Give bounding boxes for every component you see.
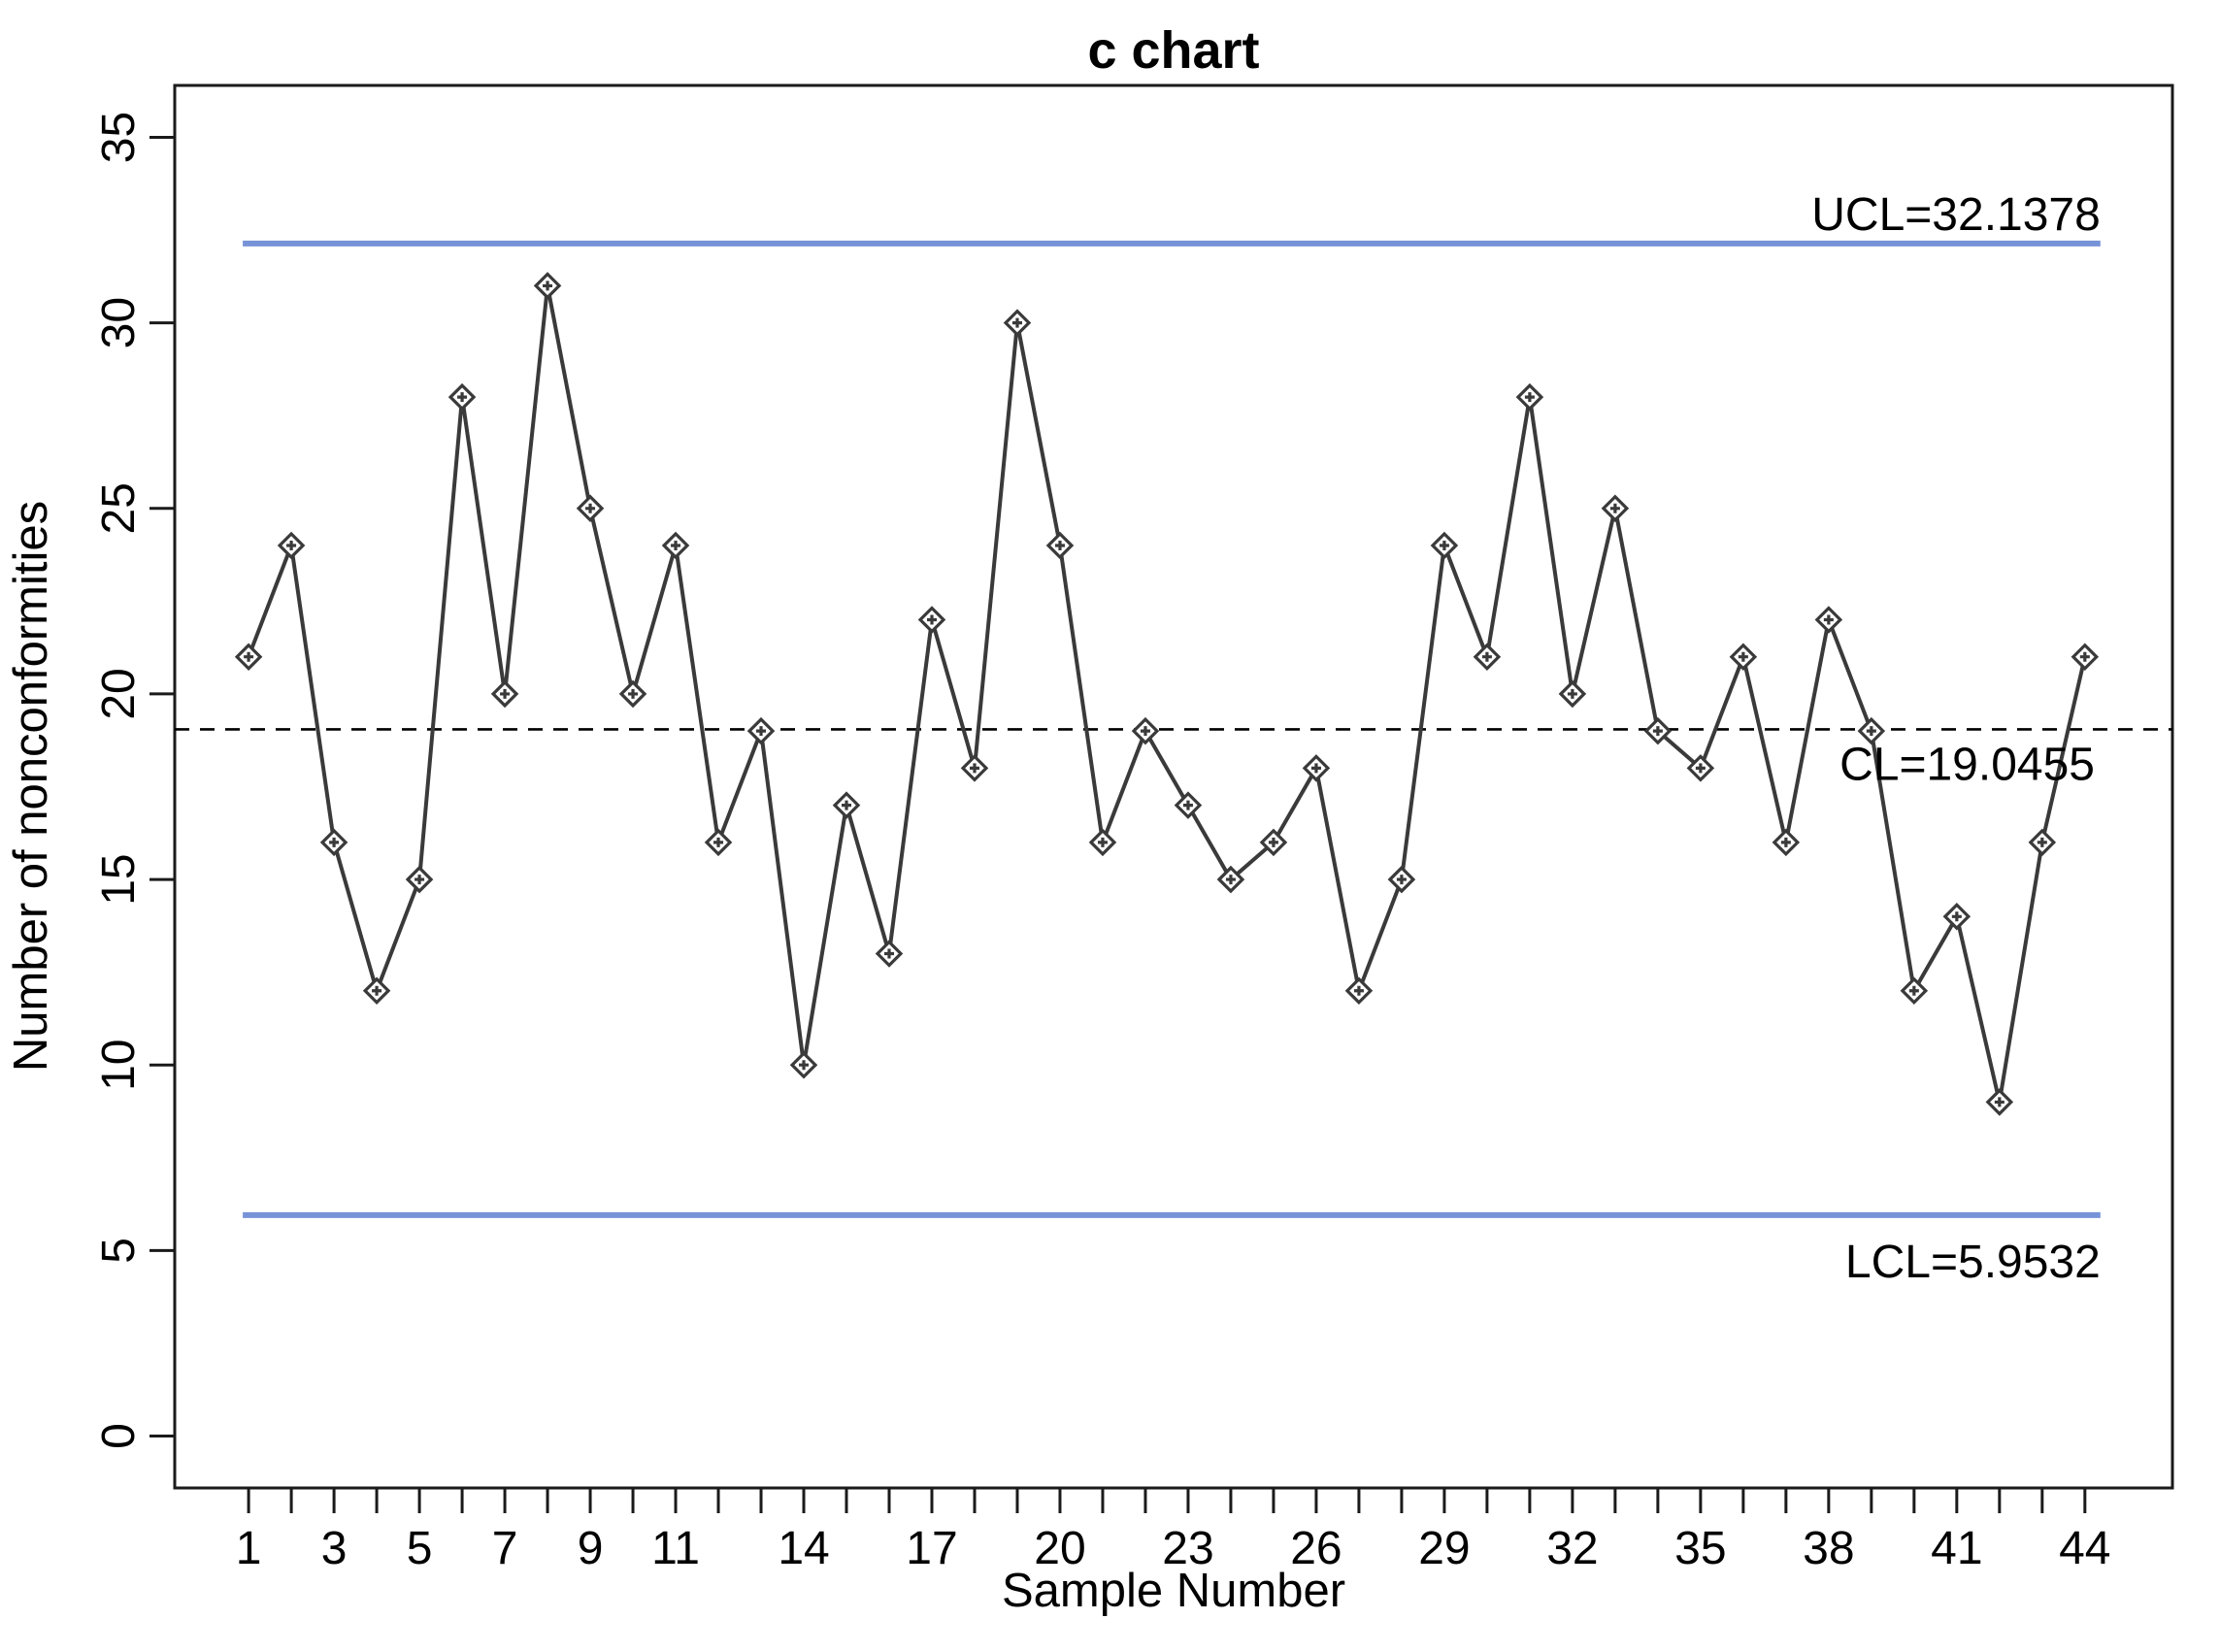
control-limit-lines bbox=[175, 240, 2172, 1218]
x-tick-label: 14 bbox=[778, 1523, 829, 1574]
data-point bbox=[1857, 716, 1886, 745]
data-point bbox=[704, 828, 733, 857]
data-point bbox=[1729, 643, 1758, 671]
x-tick-label: 29 bbox=[1418, 1523, 1470, 1574]
data-point bbox=[789, 1050, 818, 1079]
data-point bbox=[1643, 716, 1673, 745]
x-tick-label: 20 bbox=[1034, 1523, 1085, 1574]
data-point bbox=[447, 382, 477, 412]
data-point bbox=[1045, 531, 1075, 560]
data-point bbox=[1814, 606, 1843, 634]
data-point bbox=[1515, 382, 1544, 412]
data-point bbox=[234, 643, 263, 671]
data-point bbox=[576, 494, 605, 523]
y-tick-label: 30 bbox=[93, 297, 145, 348]
x-tick-label: 26 bbox=[1290, 1523, 1342, 1574]
chart-title: c chart bbox=[1087, 21, 1259, 80]
x-tick-label: 3 bbox=[321, 1523, 348, 1574]
data-point bbox=[2028, 828, 2057, 857]
y-tick-label: 35 bbox=[93, 112, 145, 163]
data-point bbox=[832, 791, 861, 819]
x-tick-label: 17 bbox=[906, 1523, 957, 1574]
data-point bbox=[1344, 976, 1374, 1006]
data-point bbox=[1601, 494, 1630, 523]
data-point bbox=[1772, 828, 1801, 857]
x-tick-label: 38 bbox=[1803, 1523, 1854, 1574]
data-point bbox=[1387, 865, 1416, 894]
x-tick-label: 1 bbox=[236, 1523, 262, 1574]
data-point bbox=[618, 679, 647, 709]
x-tick-label: 11 bbox=[651, 1523, 700, 1574]
x-tick-label: 7 bbox=[492, 1523, 518, 1574]
x-tick-label: 32 bbox=[1546, 1523, 1598, 1574]
y-tick-label: 5 bbox=[93, 1238, 145, 1264]
data-point bbox=[1473, 643, 1502, 671]
plot-border bbox=[173, 83, 2174, 1490]
data-point bbox=[661, 531, 690, 560]
data-point bbox=[277, 531, 306, 560]
data-point bbox=[490, 679, 519, 709]
data-point bbox=[1900, 976, 1929, 1006]
data-point bbox=[875, 940, 904, 968]
data-point bbox=[1088, 828, 1117, 857]
data-point bbox=[1216, 865, 1245, 894]
data-point bbox=[405, 865, 434, 894]
ucl-label: UCL=32.1378 bbox=[1811, 189, 2101, 241]
data-point bbox=[1003, 309, 1032, 337]
y-tick-label: 0 bbox=[93, 1423, 145, 1449]
series-line bbox=[247, 283, 2087, 1105]
y-axis-ticks: 0 5 10 15 20 25 30 35 bbox=[93, 112, 175, 1449]
data-point bbox=[1174, 791, 1203, 819]
data-point bbox=[2071, 643, 2100, 671]
lcl-label: LCL=5.9532 bbox=[1845, 1237, 2101, 1288]
y-tick-label: 10 bbox=[93, 1040, 145, 1091]
x-axis-ticks: 1 3 5 7 9 11 14 17 20 23 26 29 32 35 38 41 44 bbox=[236, 1488, 2111, 1574]
data-point bbox=[917, 606, 946, 634]
data-point bbox=[1942, 903, 1971, 931]
x-tick-label: 41 bbox=[1931, 1523, 1982, 1574]
y-axis-title: Number of nonconformities bbox=[5, 501, 57, 1072]
x-axis-title: Sample Number bbox=[1002, 1565, 1345, 1617]
x-tick-label: 35 bbox=[1674, 1523, 1726, 1574]
data-point bbox=[1430, 531, 1459, 560]
data-point bbox=[319, 828, 348, 857]
data-point bbox=[746, 716, 776, 745]
x-tick-label: 9 bbox=[578, 1523, 604, 1574]
x-tick-label: 5 bbox=[407, 1523, 433, 1574]
y-tick-label: 15 bbox=[93, 853, 145, 905]
x-tick-label: 44 bbox=[2059, 1523, 2110, 1574]
data-point bbox=[1985, 1088, 2014, 1116]
data-point bbox=[960, 754, 989, 782]
data-point bbox=[362, 976, 391, 1006]
data-point bbox=[1302, 754, 1331, 782]
data-point bbox=[533, 272, 562, 300]
y-tick-label: 25 bbox=[93, 482, 145, 534]
data-point bbox=[1131, 716, 1160, 745]
data-point bbox=[1686, 754, 1715, 782]
cl-label: CL=19.0455 bbox=[1839, 739, 2095, 790]
x-tick-label: 23 bbox=[1162, 1523, 1213, 1574]
data-series bbox=[234, 272, 2100, 1116]
data-point bbox=[1558, 679, 1587, 709]
y-tick-label: 20 bbox=[93, 668, 145, 719]
data-point bbox=[1259, 828, 1288, 857]
